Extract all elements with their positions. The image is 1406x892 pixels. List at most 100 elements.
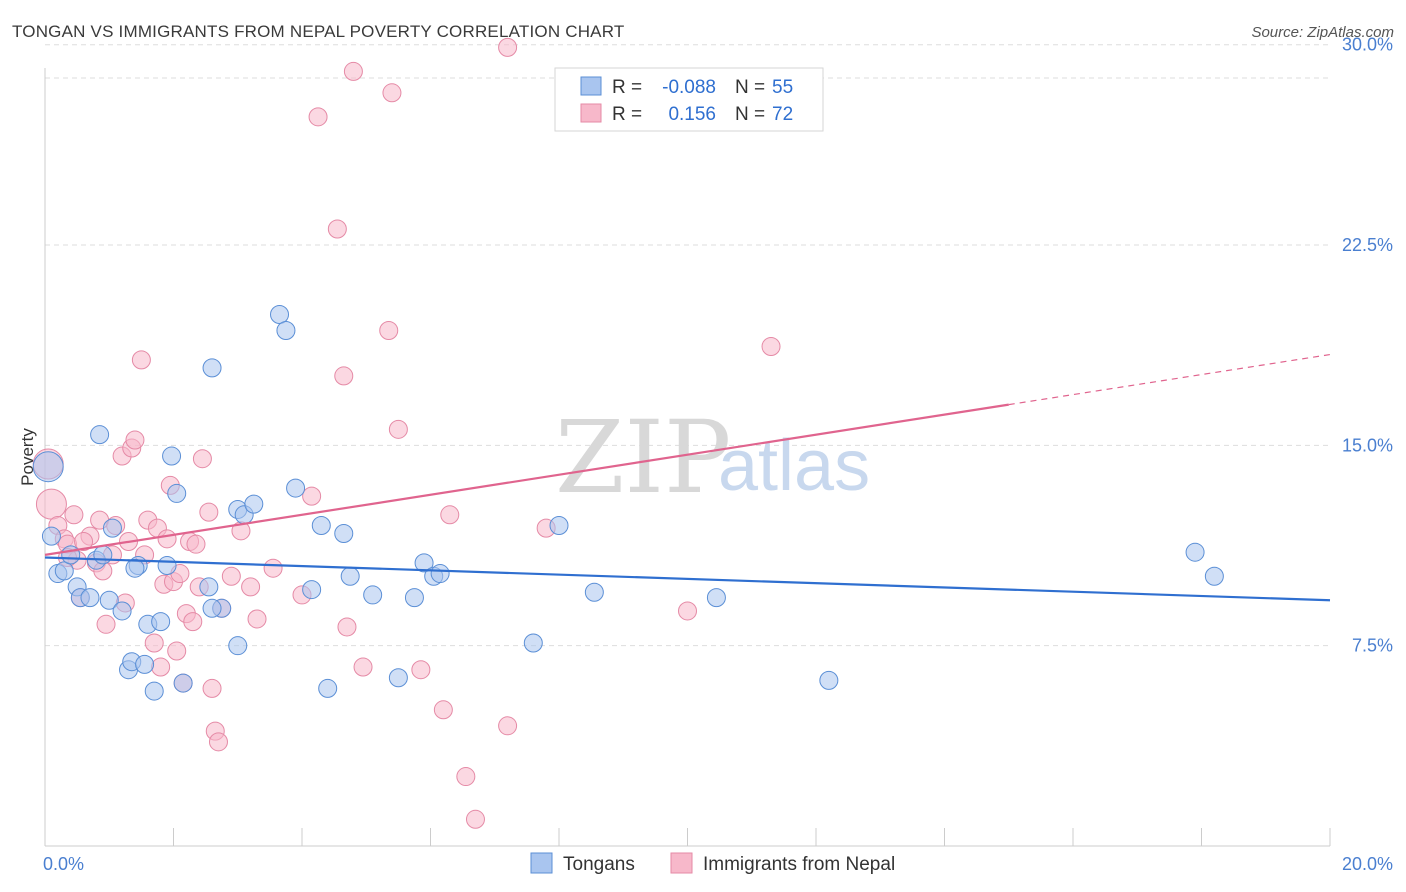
tongan-point <box>706 588 726 608</box>
watermark-zip: ZIP <box>555 399 731 516</box>
legend-label-nepal: Immigrants from Nepal <box>703 854 895 875</box>
nepal-point <box>131 350 151 370</box>
tongan-point <box>311 515 331 535</box>
tongan-point <box>388 668 408 688</box>
tongan-point <box>228 636 248 656</box>
tongan-point <box>135 654 155 674</box>
nepal-point <box>337 617 357 637</box>
trend-line-tongans <box>44 556 1331 602</box>
tongan-point <box>90 425 110 445</box>
tongan-point <box>276 321 296 341</box>
nepal-point <box>157 529 177 549</box>
nepal-point <box>353 657 373 677</box>
stats-n-value-nepal: 72 <box>772 104 793 125</box>
y-tick-label: 22.5% <box>1342 235 1393 255</box>
tongan-point <box>202 598 222 618</box>
tongan-point <box>286 478 306 498</box>
nepal-point <box>221 566 241 586</box>
tongan-point <box>144 681 164 701</box>
tongan-points <box>32 304 1224 701</box>
tongan-point <box>162 446 182 466</box>
nepal-point <box>498 716 518 736</box>
x-tick-label: 20.0% <box>1342 854 1393 874</box>
tongan-point <box>1204 566 1224 586</box>
gridlines <box>45 44 1330 647</box>
tongan-point <box>430 564 450 584</box>
nepal-point <box>202 678 222 698</box>
tongan-point <box>173 673 193 693</box>
tongan-point <box>99 590 119 610</box>
nepal-point <box>498 37 518 57</box>
stats-legend: R = -0.088 N = 55 R = 0.156 N = 72 <box>554 67 824 132</box>
nepal-point <box>151 657 171 677</box>
nepal-point <box>74 532 94 552</box>
nepal-point <box>388 419 408 439</box>
trend-line-nepal <box>44 403 1009 556</box>
nepal-point <box>382 83 402 103</box>
nepal-point <box>125 430 145 450</box>
watermark: ZIP atlas <box>555 399 870 516</box>
nepal-point <box>465 809 485 829</box>
legend-label-tongans: Tongans <box>563 854 635 875</box>
nepal-point <box>35 488 67 520</box>
nepal-point <box>334 366 354 386</box>
tongan-point <box>112 601 132 621</box>
tongan-point <box>414 553 434 573</box>
tongan-point <box>584 582 604 602</box>
tongan-point <box>167 483 187 503</box>
nepal-point <box>456 767 476 787</box>
legend-swatch-nepal <box>670 852 693 874</box>
tongan-point <box>340 566 360 586</box>
nepal-point <box>343 61 363 81</box>
tongan-point <box>1185 542 1205 562</box>
tongan-point <box>151 612 171 632</box>
stats-n-value-tongans: 55 <box>772 77 793 98</box>
tongan-point <box>334 523 354 543</box>
nepal-point <box>208 732 228 752</box>
nepal-point <box>186 534 206 554</box>
tongan-point <box>80 588 100 608</box>
nepal-point <box>96 614 116 634</box>
tongan-point <box>102 518 122 538</box>
tongan-point <box>202 358 222 378</box>
tongan-point <box>199 577 219 597</box>
tongan-point <box>270 304 290 324</box>
tongan-point <box>302 580 322 600</box>
nepal-point <box>678 601 697 621</box>
stats-n-label-tongans: N = <box>735 77 765 98</box>
y-tick-labels: 7.5% 15.0% 22.5% 30.0% <box>1342 35 1393 656</box>
y-axis-title: Poverty <box>18 428 37 486</box>
nepal-point <box>308 107 328 127</box>
nepal-point <box>761 337 781 357</box>
tongan-point <box>549 515 569 535</box>
legend-swatch-tongans <box>530 852 553 874</box>
x-ticks <box>44 828 1331 846</box>
tongan-point <box>404 588 424 608</box>
nepal-point <box>379 321 399 341</box>
y-tick-label: 15.0% <box>1342 435 1393 455</box>
y-tick-label: 7.5% <box>1352 636 1393 656</box>
tongan-point <box>54 561 74 581</box>
nepal-point <box>411 660 431 680</box>
tongan-point <box>244 494 264 514</box>
stats-r-label-nepal: R = <box>612 104 642 125</box>
tongan-point <box>93 545 113 565</box>
stats-swatch-tongans <box>580 76 602 96</box>
tongan-point <box>61 545 81 565</box>
nepal-point <box>199 502 219 522</box>
bottom-legend: Tongans Immigrants from Nepal <box>530 852 895 875</box>
watermark-atlas: atlas <box>718 426 870 506</box>
stats-r-label-tongans: R = <box>612 77 642 98</box>
y-tick-label: 30.0% <box>1342 35 1393 55</box>
tongan-point <box>32 451 64 483</box>
nepal-point <box>440 505 460 525</box>
tongan-point <box>819 670 839 690</box>
nepal-point <box>192 449 212 469</box>
nepal-point <box>263 558 283 578</box>
nepal-point <box>327 219 347 239</box>
nepal-point <box>302 486 322 506</box>
stats-swatch-nepal <box>580 103 602 123</box>
nepal-point <box>247 609 267 629</box>
nepal-point <box>64 505 84 525</box>
